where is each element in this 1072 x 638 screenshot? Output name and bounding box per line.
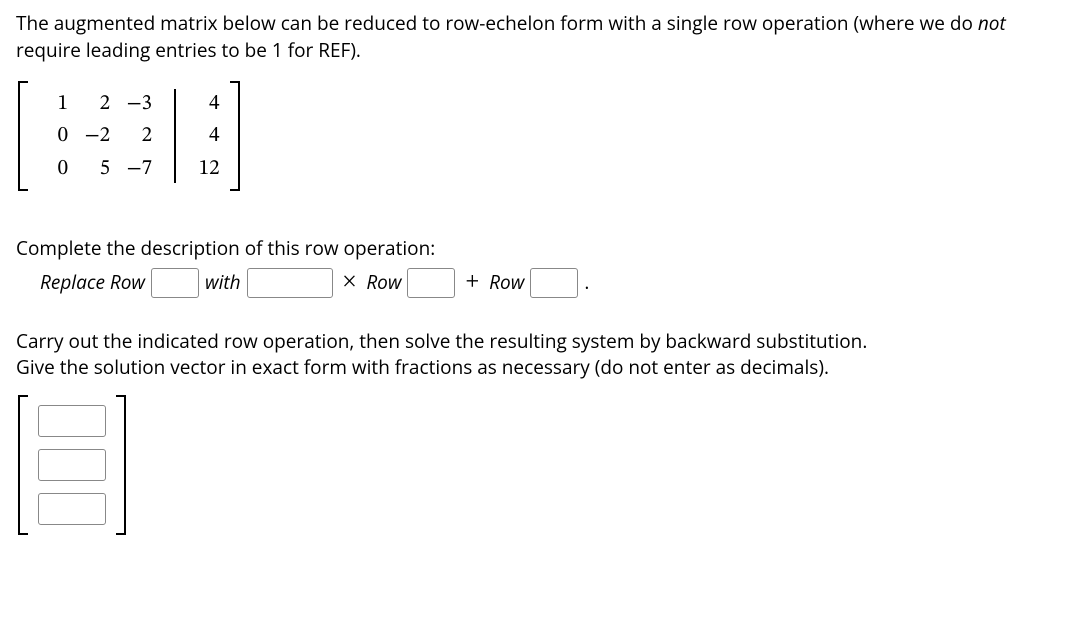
row-target-input[interactable]	[151, 268, 199, 298]
multiplier-input[interactable]	[247, 268, 333, 298]
augment-column: 4 4 12	[190, 87, 226, 185]
times-symbol: ×	[339, 269, 361, 296]
row-operation-prompt: Complete the description of this row ope…	[16, 235, 1056, 262]
solution-vec-1-input[interactable]	[38, 405, 106, 437]
row-label-1: Row	[366, 269, 401, 296]
matrix-cell: 2	[124, 121, 152, 150]
solution-vec-3-input[interactable]	[38, 493, 106, 525]
replace-row-label: Replace Row	[40, 269, 145, 296]
vector-left-bracket	[18, 395, 28, 535]
intro-part1: The augmented matrix below can be reduce…	[16, 10, 978, 36]
matrix-cell: 0	[40, 121, 68, 150]
matrix-body: 1 2 −3 0 −2 2 0 5 −7 4 4 12	[28, 81, 230, 191]
plus-symbol: +	[461, 269, 483, 296]
row-operation-section: Complete the description of this row ope…	[16, 235, 1056, 298]
coefficient-grid: 1 2 −3 0 −2 2 0 5 −7	[32, 87, 160, 185]
instructions-line1: Carry out the indicated row operation, t…	[16, 328, 1056, 355]
intro-part2: require leading entries to be 1 for REF)…	[16, 37, 361, 63]
augment-separator	[174, 89, 176, 183]
matrix-cell: 2	[82, 89, 110, 118]
solution-vec-2-input[interactable]	[38, 449, 106, 481]
instructions-line2: Give the solution vector in exact form w…	[16, 354, 1056, 381]
row-operation-line: Replace Row with × Row + Row .	[16, 268, 1056, 298]
period: .	[584, 269, 589, 296]
matrix-cell: 4	[196, 89, 220, 118]
matrix-right-bracket	[230, 81, 240, 191]
row-label-2: Row	[489, 269, 524, 296]
matrix-cell: 5	[82, 154, 110, 183]
augmented-matrix: 1 2 −3 0 −2 2 0 5 −7 4 4 12	[18, 81, 240, 191]
matrix-cell: −7	[124, 154, 152, 183]
row-source-input[interactable]	[407, 268, 455, 298]
matrix-cell: −2	[82, 121, 110, 150]
row-addend-input[interactable]	[530, 268, 578, 298]
vector-body	[28, 395, 116, 535]
matrix-cell: −3	[124, 89, 152, 118]
intro-not: not	[978, 10, 1006, 36]
with-label: with	[205, 269, 241, 296]
matrix-cell: 12	[196, 154, 220, 183]
intro-text: The augmented matrix below can be reduce…	[16, 10, 1056, 63]
matrix-cell: 4	[196, 121, 220, 150]
matrix-cell: 1	[40, 89, 68, 118]
solution-vector	[18, 395, 126, 535]
matrix-cell: 0	[40, 154, 68, 183]
matrix-left-bracket	[18, 81, 28, 191]
instructions-section: Carry out the indicated row operation, t…	[16, 328, 1056, 381]
vector-right-bracket	[116, 395, 126, 535]
